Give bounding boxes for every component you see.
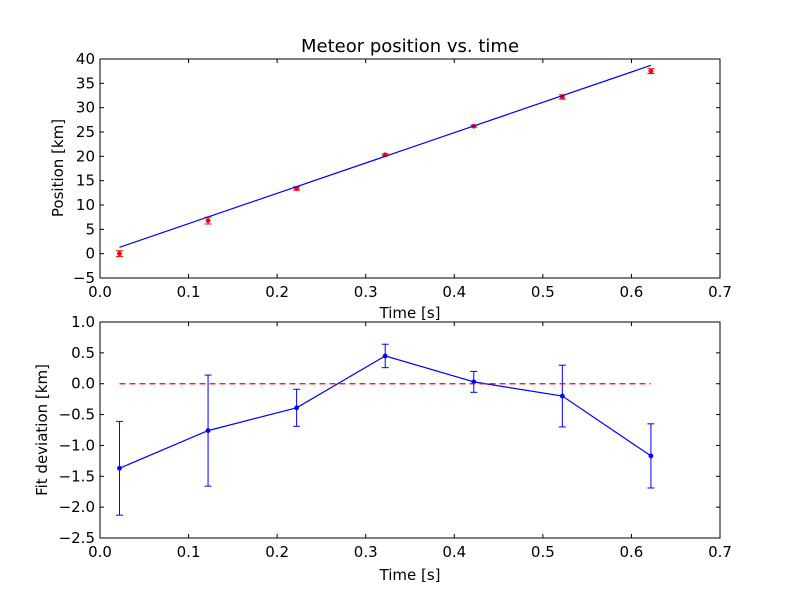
data-point	[648, 453, 654, 459]
position-x-tick-label: 0.4	[442, 283, 466, 301]
position-y-tick-label: 20	[76, 147, 95, 165]
data-point	[117, 251, 122, 257]
position-chart: Meteor position vs. time 0.0 0.1 0.2 0.3 0.4…	[49, 36, 732, 322]
position-chart-x-label: Time [s]	[379, 304, 441, 322]
position-y-tick-label: 10	[76, 196, 95, 214]
deviation-y-tick-label: −2.0	[59, 498, 95, 516]
position-y-tick-label: 25	[76, 123, 95, 141]
deviation-y-tick-label: −2.5	[59, 529, 95, 547]
data-point	[559, 393, 565, 399]
deviation-chart-marks	[115, 343, 655, 516]
position-chart-title: Meteor position vs. time	[301, 36, 519, 57]
position-chart-y-ticks: −5 0 5 10 15 20 25 30 35 40	[73, 50, 720, 287]
data-point	[648, 68, 654, 74]
deviation-x-tick-label: 0.5	[531, 543, 555, 561]
deviation-chart-y-ticks: −2.5 −2.0 −1.5 −1.0 −0.5 0.0 0.5 1.0	[59, 313, 720, 547]
deviation-x-tick-label: 0.1	[177, 543, 201, 561]
data-point	[294, 405, 300, 411]
deviation-chart-frame	[99, 321, 721, 539]
position-x-tick-label: 0.2	[265, 283, 289, 301]
deviation-x-tick-label: 0.7	[708, 543, 732, 561]
deviation-y-tick-label: 1.0	[71, 313, 95, 331]
deviation-chart-x-ticks: 0.0 0.1 0.2 0.3 0.4 0.5 0.6 0.7	[88, 322, 732, 561]
data-point	[205, 218, 211, 224]
deviation-chart-y-label: Fit deviation [km]	[33, 364, 51, 496]
position-x-tick-label: 0.1	[177, 283, 201, 301]
position-y-tick-label: 35	[76, 74, 95, 92]
deviation-chart: 0.0 0.1 0.2 0.3 0.4 0.5 0.6 0.7 −2.5 −2.0 −1.5 −1.…	[33, 313, 732, 584]
deviation-y-tick-label: −1.0	[59, 436, 95, 454]
deviation-x-tick-label: 0.6	[619, 543, 643, 561]
position-chart-y-label: Position [km]	[49, 119, 67, 217]
deviation-y-tick-label: −1.5	[59, 467, 95, 485]
position-y-tick-label: 15	[76, 172, 95, 190]
deviation-y-tick-label: −0.5	[59, 406, 95, 424]
position-x-tick-label: 0.0	[88, 283, 112, 301]
position-chart-frame	[99, 58, 721, 279]
fit-line	[119, 64, 652, 248]
deviation-y-tick-label: 0.5	[71, 344, 95, 362]
data-point	[205, 428, 211, 434]
data-point	[382, 353, 388, 359]
position-x-tick-label: 0.5	[531, 283, 555, 301]
deviation-x-tick-label: 0.0	[88, 543, 112, 561]
position-y-tick-label: 30	[76, 99, 95, 117]
position-y-tick-label: −5	[73, 269, 95, 287]
deviation-chart-x-label: Time [s]	[379, 566, 441, 584]
position-chart-x-ticks: 0.0 0.1 0.2 0.3 0.4 0.5 0.6 0.7	[88, 59, 732, 301]
position-x-tick-label: 0.3	[354, 283, 378, 301]
position-y-tick-label: 5	[85, 220, 95, 238]
deviation-x-tick-label: 0.2	[265, 543, 289, 561]
position-chart-marks	[115, 64, 655, 258]
position-y-tick-label: 0	[85, 245, 95, 263]
data-point	[117, 465, 122, 471]
position-x-tick-label: 0.6	[619, 283, 643, 301]
position-y-tick-label: 40	[76, 50, 95, 68]
deviation-y-tick-label: 0.0	[71, 375, 95, 393]
deviation-x-tick-label: 0.3	[354, 543, 378, 561]
deviation-x-tick-label: 0.4	[442, 543, 466, 561]
position-x-tick-label: 0.7	[708, 283, 732, 301]
